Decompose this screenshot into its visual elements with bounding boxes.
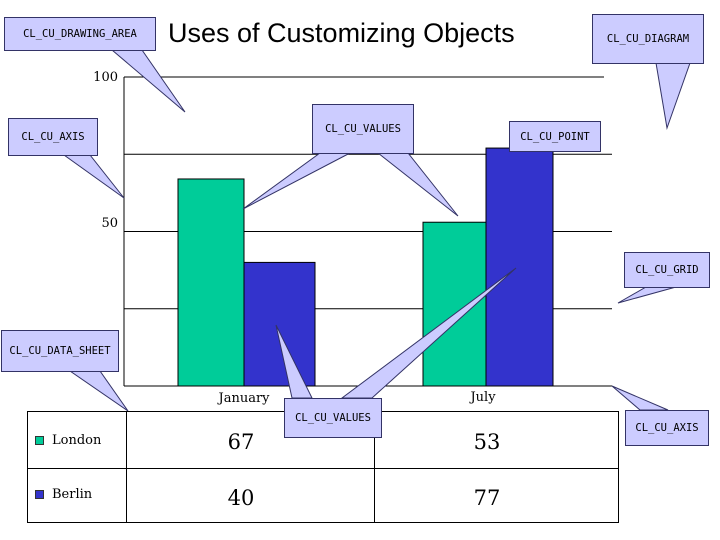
chart-title: Uses of Customizing Objects (168, 18, 515, 48)
y-tick-label: 100 (93, 70, 118, 85)
callout-pointer (617, 286, 677, 304)
callout-pointers (62, 49, 691, 412)
x-category-label: January (218, 391, 270, 406)
legend-label: London (52, 433, 102, 448)
x-category-label: July (470, 390, 496, 405)
callout-pointer (376, 152, 459, 217)
berlin-legend-swatch (35, 490, 44, 499)
sheet-cell: 40 (227, 486, 255, 510)
callout-pointer (68, 370, 129, 412)
sheet-col-divider (374, 412, 375, 522)
sheet-cell: 77 (473, 486, 501, 510)
sheet-col-divider (126, 412, 127, 522)
callout-diagram: CL_CU_DIAGRAM (592, 14, 704, 64)
callout-pointer (62, 154, 125, 199)
sheet-row-label-london: London (35, 433, 101, 448)
sheet-cell: 53 (473, 430, 501, 454)
callout-point: CL_CU_POINT (509, 121, 601, 152)
callout-pointer (110, 49, 186, 113)
sheet-row-label-berlin: Berlin (35, 487, 92, 502)
y-tick-label: 50 (101, 216, 118, 231)
bar-berlin-july (485, 147, 554, 387)
callout-data-sheet: CL_CU_DATA_SHEET (1, 330, 119, 372)
bars (177, 147, 554, 387)
legend-label: Berlin (52, 487, 93, 502)
bar-berlin-january (243, 261, 316, 387)
bar-london-january (177, 178, 245, 387)
callout-pointer (655, 62, 691, 130)
london-legend-swatch (35, 436, 44, 445)
callout-values-bottom: CL_CU_VALUES (284, 398, 382, 438)
callout-axis-left: CL_CU_AXIS (8, 118, 98, 156)
callout-drawing-area: CL_CU_DRAWING_AREA (4, 17, 156, 51)
callout-pointer (242, 152, 351, 210)
callout-values-top: CL_CU_VALUES (312, 104, 414, 154)
callout-pointer (611, 385, 669, 411)
sheet-row-divider (28, 468, 618, 469)
callout-axis-bottom: CL_CU_AXIS (625, 410, 709, 446)
sheet-cell: 67 (227, 430, 255, 454)
callout-grid: CL_CU_GRID (624, 252, 710, 288)
